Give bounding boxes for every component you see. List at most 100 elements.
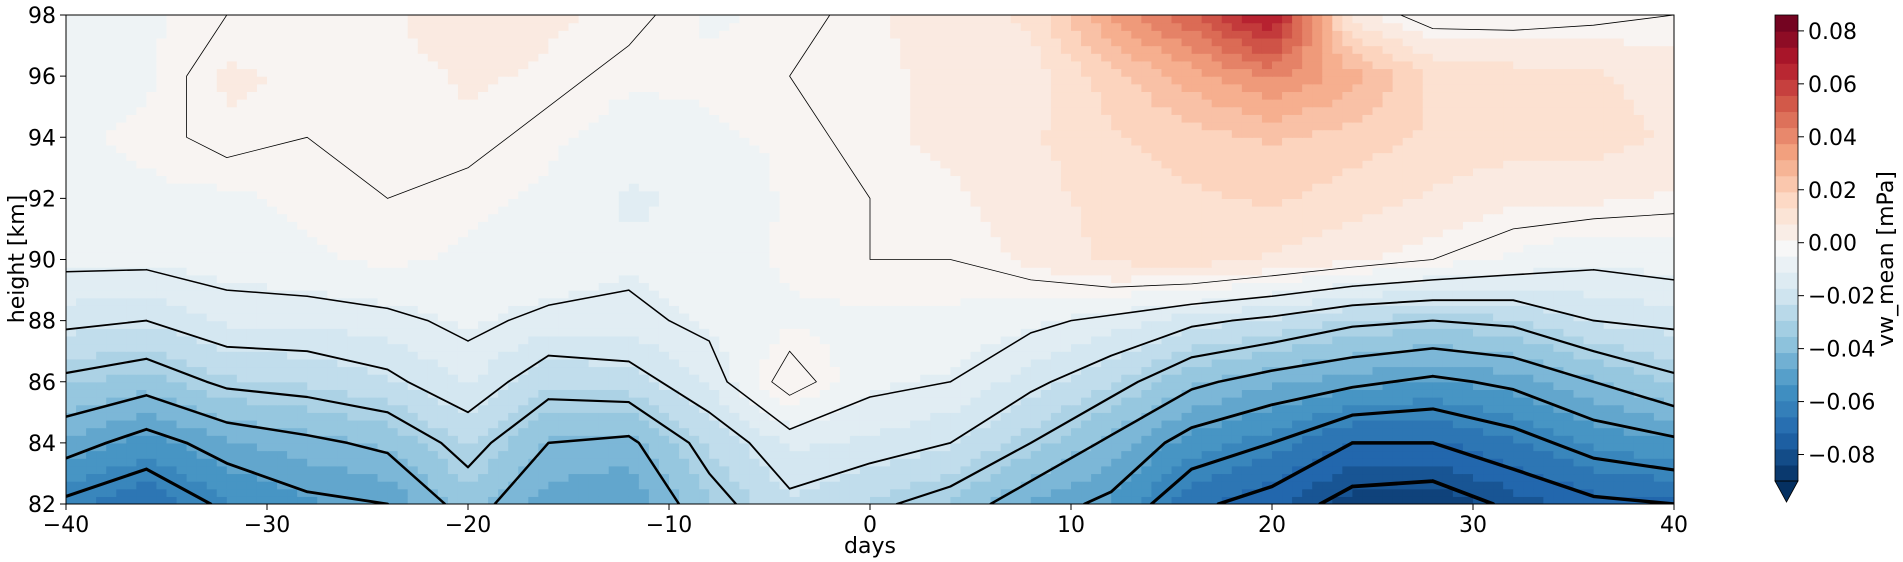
field-cell [1272,488,1283,497]
field-cell [307,366,318,375]
field-cell [468,389,479,398]
field-cell [598,366,610,375]
field-cell [478,343,489,352]
field-cell [1040,397,1052,406]
field-cell [1292,488,1303,497]
field-cell [960,351,972,360]
field-cell [126,465,137,475]
field-cell [1251,496,1263,504]
field-cell [166,305,178,314]
field-cell [1493,343,1504,352]
field-cell [1392,358,1404,368]
field-cell [1171,297,1183,306]
field-cell [1201,274,1213,284]
field-cell [437,397,449,406]
field-cell [166,481,178,490]
field-cell [910,412,921,421]
field-cell [1251,389,1263,398]
field-cell [508,389,519,398]
field-cell [457,419,469,429]
field-cell [1040,274,1052,284]
field-cell [1181,473,1193,482]
field-cell [568,458,580,467]
field-cell [146,450,158,459]
field-cell [990,328,1002,337]
field-cell [1412,412,1424,421]
field-cell [236,320,248,329]
field-cell [1452,496,1464,504]
field-cell [518,481,529,490]
field-cell [980,473,992,482]
field-cell [126,320,137,329]
field-cell [1633,442,1645,452]
field-cell [1251,335,1263,345]
field-cell [116,374,127,383]
field-cell [1442,435,1454,444]
field-cell [1623,381,1635,390]
field-cell [1302,397,1313,406]
field-cell [387,290,399,299]
field-cell [1081,320,1092,329]
field-cell [1272,297,1283,306]
field-cell [447,267,459,276]
field-cell [1101,374,1112,383]
field-cell [1342,496,1353,504]
field-cell [66,274,77,284]
field-cell [1332,358,1343,368]
field-cell [1633,488,1645,497]
field-cell [900,366,911,375]
field-cell [246,496,258,504]
field-cell [1101,397,1112,406]
field-cell [628,381,640,390]
field-cell [1292,290,1303,299]
field-cell [287,435,298,444]
field-cell [759,381,771,390]
field-cell [578,358,590,368]
field-cell [488,427,499,436]
field-cell [1030,312,1042,322]
field-cell [417,320,429,329]
field-cell [1382,267,1394,276]
field-cell [1030,305,1042,314]
field-cell [608,496,620,504]
field-cell [1161,450,1173,459]
field-cell [256,274,268,284]
field-cell [880,274,891,284]
field-cell [1473,297,1484,306]
field-cell [297,290,308,299]
field-cell [1523,320,1534,329]
field-cell [1010,419,1022,429]
field-cell [347,351,359,360]
field-cell [1653,442,1665,452]
field-cell [618,374,630,383]
field-cell [859,442,871,452]
field-cell [729,374,740,383]
field-cell [699,473,710,482]
field-cell [417,397,429,406]
field-cell [870,282,881,291]
field-cell [859,312,871,322]
field-cell [277,312,288,322]
field-cell [829,290,841,299]
field-cell [1563,412,1575,421]
field-cell [236,274,248,284]
field-cell [1261,267,1273,276]
field-cell [1050,473,1062,482]
field-cell [1081,358,1092,368]
field-cell [950,335,962,345]
field-cell [638,458,650,467]
field-cell [709,343,720,352]
field-cell [1633,297,1645,306]
field-cell [679,282,690,291]
field-cell [437,374,449,383]
field-cell [1191,267,1203,276]
field-cell [608,267,620,276]
field-cell [910,305,921,314]
field-cell [1533,320,1544,329]
field-cell [437,335,449,345]
field-cell [1623,290,1635,299]
field-cell [1171,450,1183,459]
field-cell [427,351,439,360]
field-cell [729,458,740,467]
field-cell [1282,412,1293,421]
